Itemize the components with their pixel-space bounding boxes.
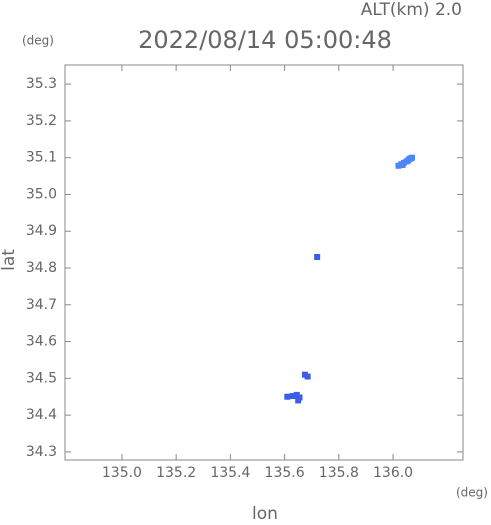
y-tick-label: 34.3: [26, 444, 57, 460]
echo-point: [289, 393, 296, 400]
plot-frame: [64, 64, 464, 461]
y-tick-label: 34.9: [26, 223, 57, 239]
chart-title: 2022/08/14 05:00:48: [138, 26, 392, 54]
y-unit: (deg): [22, 34, 54, 48]
y-tick-label: 34.4: [26, 407, 57, 423]
x-tick-label: 135.0: [102, 465, 142, 481]
x-tick-label: 135.2: [156, 465, 196, 481]
x-axis-label: lon: [252, 504, 278, 521]
y-axis-label: lat: [0, 249, 19, 271]
y-tick-label: 34.8: [26, 260, 57, 276]
x-tick-label: 135.4: [210, 465, 250, 481]
y-tick-label: 35.0: [26, 186, 57, 202]
echo-point: [399, 162, 406, 169]
echo-point: [295, 397, 302, 404]
y-tick-label: 34.7: [26, 297, 57, 313]
x-unit: (deg): [456, 486, 488, 500]
echo-point: [314, 253, 321, 260]
echo-point: [284, 393, 291, 400]
y-tick-label: 35.3: [26, 76, 57, 92]
x-tick-label: 136.0: [373, 465, 413, 481]
y-tick-label: 35.2: [26, 113, 57, 129]
x-tick-label: 135.8: [319, 465, 359, 481]
y-tick-label: 35.1: [26, 150, 57, 166]
subtitle: ALT(km) 2.0: [361, 0, 462, 20]
echo-point: [407, 155, 414, 162]
y-tick-label: 34.6: [26, 334, 57, 350]
echo-point: [304, 373, 311, 380]
x-tick-label: 135.6: [265, 465, 305, 481]
y-tick-label: 34.5: [26, 370, 57, 386]
